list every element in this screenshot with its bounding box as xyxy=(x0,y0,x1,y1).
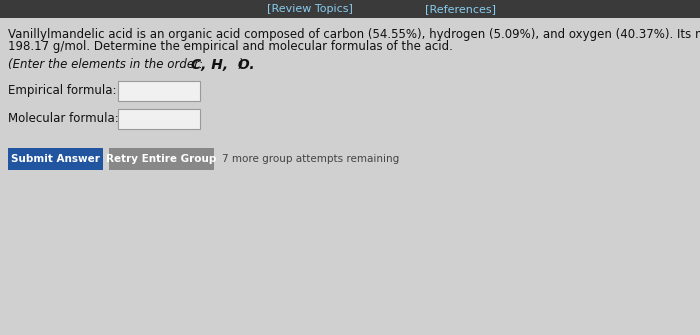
Text: 7 more group attempts remaining: 7 more group attempts remaining xyxy=(222,154,399,164)
Text: C, H,  O.: C, H, O. xyxy=(191,58,255,72)
Text: Empirical formula:: Empirical formula: xyxy=(8,84,116,97)
FancyBboxPatch shape xyxy=(109,148,214,170)
Text: Vanillylmandelic acid is an organic acid composed of carbon (54.55%), hydrogen (: Vanillylmandelic acid is an organic acid… xyxy=(8,28,700,41)
Text: Molecular formula:: Molecular formula: xyxy=(8,112,119,125)
FancyBboxPatch shape xyxy=(118,109,200,129)
FancyBboxPatch shape xyxy=(118,81,200,101)
Text: ): ) xyxy=(239,58,244,71)
Text: Retry Entire Group: Retry Entire Group xyxy=(106,154,217,164)
FancyBboxPatch shape xyxy=(8,148,103,170)
Text: Submit Answer: Submit Answer xyxy=(11,154,100,164)
FancyBboxPatch shape xyxy=(0,0,700,18)
Text: (Enter the elements in the order:: (Enter the elements in the order: xyxy=(8,58,206,71)
Text: [Review Topics]: [Review Topics] xyxy=(267,4,353,14)
Text: 198.17 g/mol. Determine the empirical and molecular formulas of the acid.: 198.17 g/mol. Determine the empirical an… xyxy=(8,40,453,53)
Text: [References]: [References] xyxy=(424,4,496,14)
